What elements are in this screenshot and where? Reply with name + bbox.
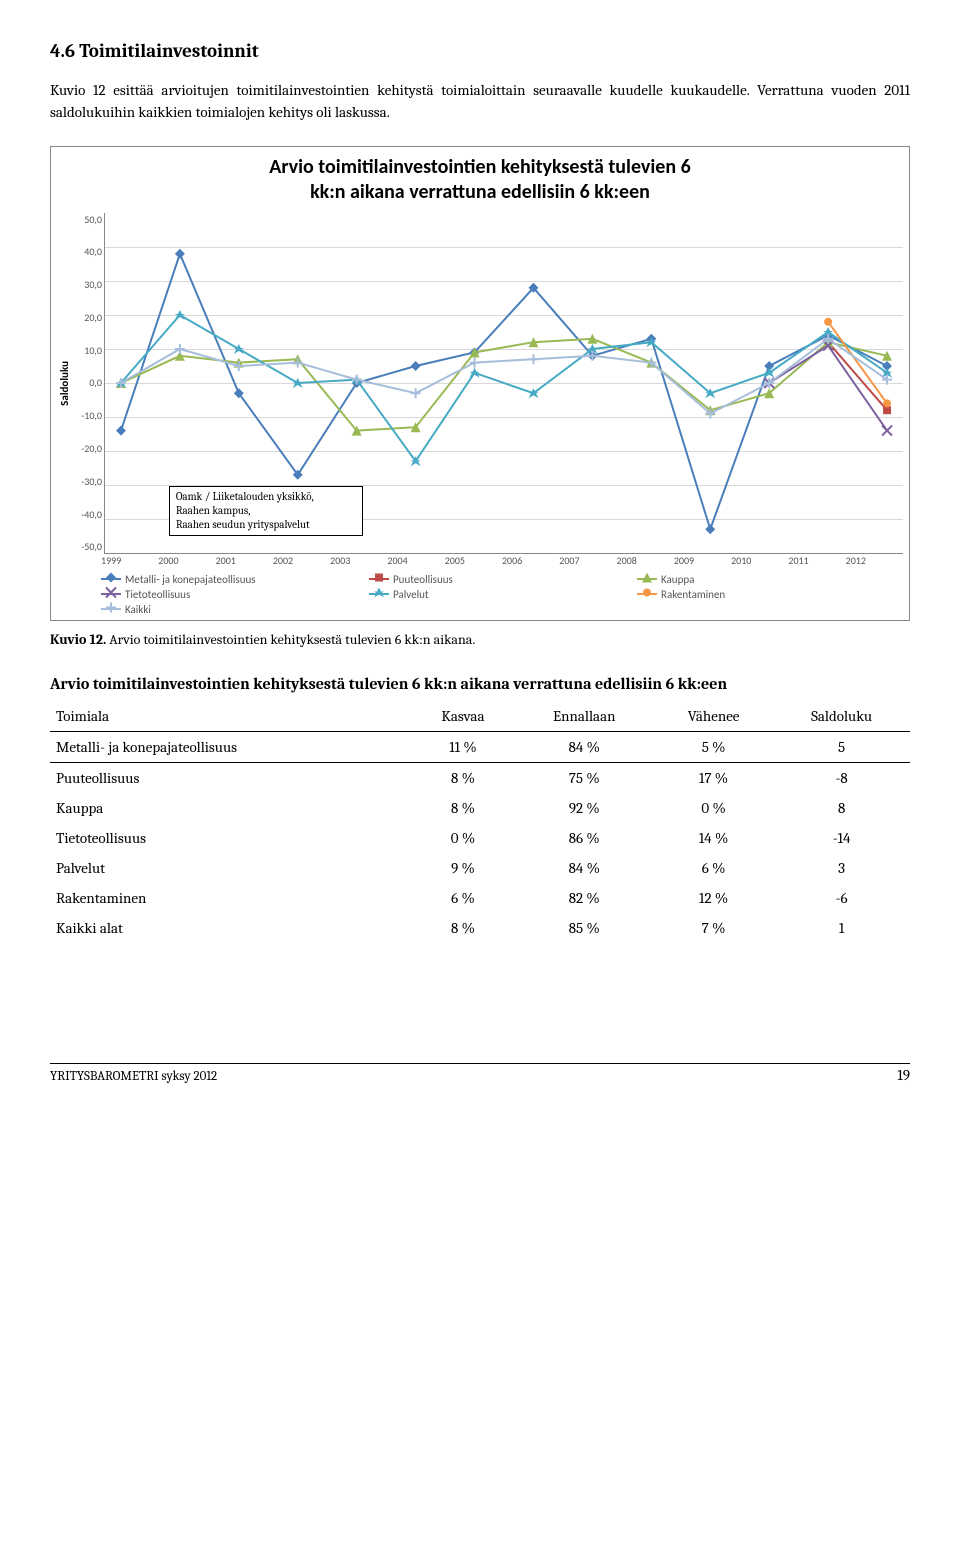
- table-cell: -8: [773, 763, 910, 794]
- legend-item: Palvelut: [369, 588, 631, 601]
- table-cell: 0 %: [654, 793, 773, 823]
- table-header-row: Toimiala Kasvaa Ennallaan Vähenee Saldol…: [50, 701, 910, 732]
- table-row: Rakentaminen6 %82 %12 %-6: [50, 883, 910, 913]
- legend-item: Metalli- ja konepajateollisuus: [101, 573, 363, 586]
- figure-caption: Kuvio 12. Arvio toimitilainvestointien k…: [50, 631, 910, 648]
- table-cell: Rakentaminen: [50, 883, 411, 913]
- table-cell: 5 %: [654, 732, 773, 763]
- page-footer: YRITYSBAROMETRI syksy 2012 19: [50, 1063, 910, 1084]
- table-cell: 17 %: [654, 763, 773, 794]
- table-row: Palvelut9 %84 %6 %3: [50, 853, 910, 883]
- table-row: Kauppa8 %92 %0 %8: [50, 793, 910, 823]
- table-col-1: Kasvaa: [411, 701, 514, 732]
- table-cell: Metalli- ja konepajateollisuus: [50, 732, 411, 763]
- plot-area: Oamk / Liiketalouden yksikkö,Raahen kamp…: [104, 213, 903, 554]
- table-cell: Kauppa: [50, 793, 411, 823]
- table-cell: 82 %: [515, 883, 654, 913]
- table-cell: 5: [773, 732, 910, 763]
- table-cell: 6 %: [654, 853, 773, 883]
- table-row: Tietoteollisuus0 %86 %14 %-14: [50, 823, 910, 853]
- table-cell: -6: [773, 883, 910, 913]
- table-cell: 0 %: [411, 823, 514, 853]
- table-cell: 12 %: [654, 883, 773, 913]
- table-col-2: Ennallaan: [515, 701, 654, 732]
- x-ticks: 1999200020012002200320042005200620072008…: [101, 554, 903, 567]
- data-table: Toimiala Kasvaa Ennallaan Vähenee Saldol…: [50, 701, 910, 943]
- table-cell: Puuteollisuus: [50, 763, 411, 794]
- table-cell: 8 %: [411, 763, 514, 794]
- page-number: 19: [897, 1066, 910, 1084]
- table-cell: 92 %: [515, 793, 654, 823]
- chart-title-line2: kk:n aikana verrattuna edellisiin 6 kk:e…: [310, 180, 650, 204]
- table-cell: Kaikki alat: [50, 913, 411, 943]
- table-row: Kaikki alat8 %85 %7 %1: [50, 913, 910, 943]
- legend-item: Tietoteollisuus: [101, 588, 363, 601]
- table-cell: 1: [773, 913, 910, 943]
- table-col-0: Toimiala: [50, 701, 411, 732]
- footer-left: YRITYSBAROMETRI syksy 2012: [50, 1069, 217, 1084]
- y-ticks: 50,040,030,020,010,00,0-10,0-20,0-30,0-4…: [72, 213, 104, 554]
- attribution-box: Oamk / Liiketalouden yksikkö,Raahen kamp…: [169, 486, 363, 535]
- section-heading: 4.6 Toimitilainvestoinnit: [50, 40, 910, 62]
- intro-paragraph: Kuvio 12 esittää arvioitujen toimitilain…: [50, 80, 910, 124]
- table-cell: 3: [773, 853, 910, 883]
- table-row: Puuteollisuus8 %75 %17 %-8: [50, 763, 910, 794]
- table-title: Arvio toimitilainvestointien kehityksest…: [50, 674, 910, 696]
- chart-title: Arvio toimitilainvestointien kehityksest…: [57, 155, 903, 205]
- table-cell: Tietoteollisuus: [50, 823, 411, 853]
- chart-title-line1: Arvio toimitilainvestointien kehityksest…: [269, 155, 691, 179]
- table-cell: 86 %: [515, 823, 654, 853]
- legend-item: Rakentaminen: [637, 588, 899, 601]
- table-col-4: Saldoluku: [773, 701, 910, 732]
- figure-caption-text: Arvio toimitilainvestointien kehityksest…: [106, 631, 475, 648]
- table-cell: Palvelut: [50, 853, 411, 883]
- table-cell: 75 %: [515, 763, 654, 794]
- plot-wrapper: Saldoluku 50,040,030,020,010,00,0-10,0-2…: [57, 213, 903, 554]
- chart-container: Arvio toimitilainvestointien kehityksest…: [50, 146, 910, 621]
- legend-item: Kaikki: [101, 603, 363, 616]
- table-col-3: Vähenee: [654, 701, 773, 732]
- table-cell: 85 %: [515, 913, 654, 943]
- table-cell: 14 %: [654, 823, 773, 853]
- table-cell: 8 %: [411, 793, 514, 823]
- table-body: Metalli- ja konepajateollisuus11 %84 %5 …: [50, 732, 910, 944]
- table-cell: 7 %: [654, 913, 773, 943]
- table-cell: 9 %: [411, 853, 514, 883]
- table-row: Metalli- ja konepajateollisuus11 %84 %5 …: [50, 732, 910, 763]
- table-cell: 84 %: [515, 853, 654, 883]
- table-cell: -14: [773, 823, 910, 853]
- legend-item: Kauppa: [637, 573, 899, 586]
- y-axis-label: Saldoluku: [57, 361, 72, 406]
- table-cell: 84 %: [515, 732, 654, 763]
- legend-item: Puuteollisuus: [369, 573, 631, 586]
- table-cell: 8: [773, 793, 910, 823]
- table-cell: 11 %: [411, 732, 514, 763]
- table-cell: 6 %: [411, 883, 514, 913]
- legend: Metalli- ja konepajateollisuus Puuteollis…: [57, 567, 903, 620]
- figure-caption-label: Kuvio 12.: [50, 631, 106, 648]
- table-cell: 8 %: [411, 913, 514, 943]
